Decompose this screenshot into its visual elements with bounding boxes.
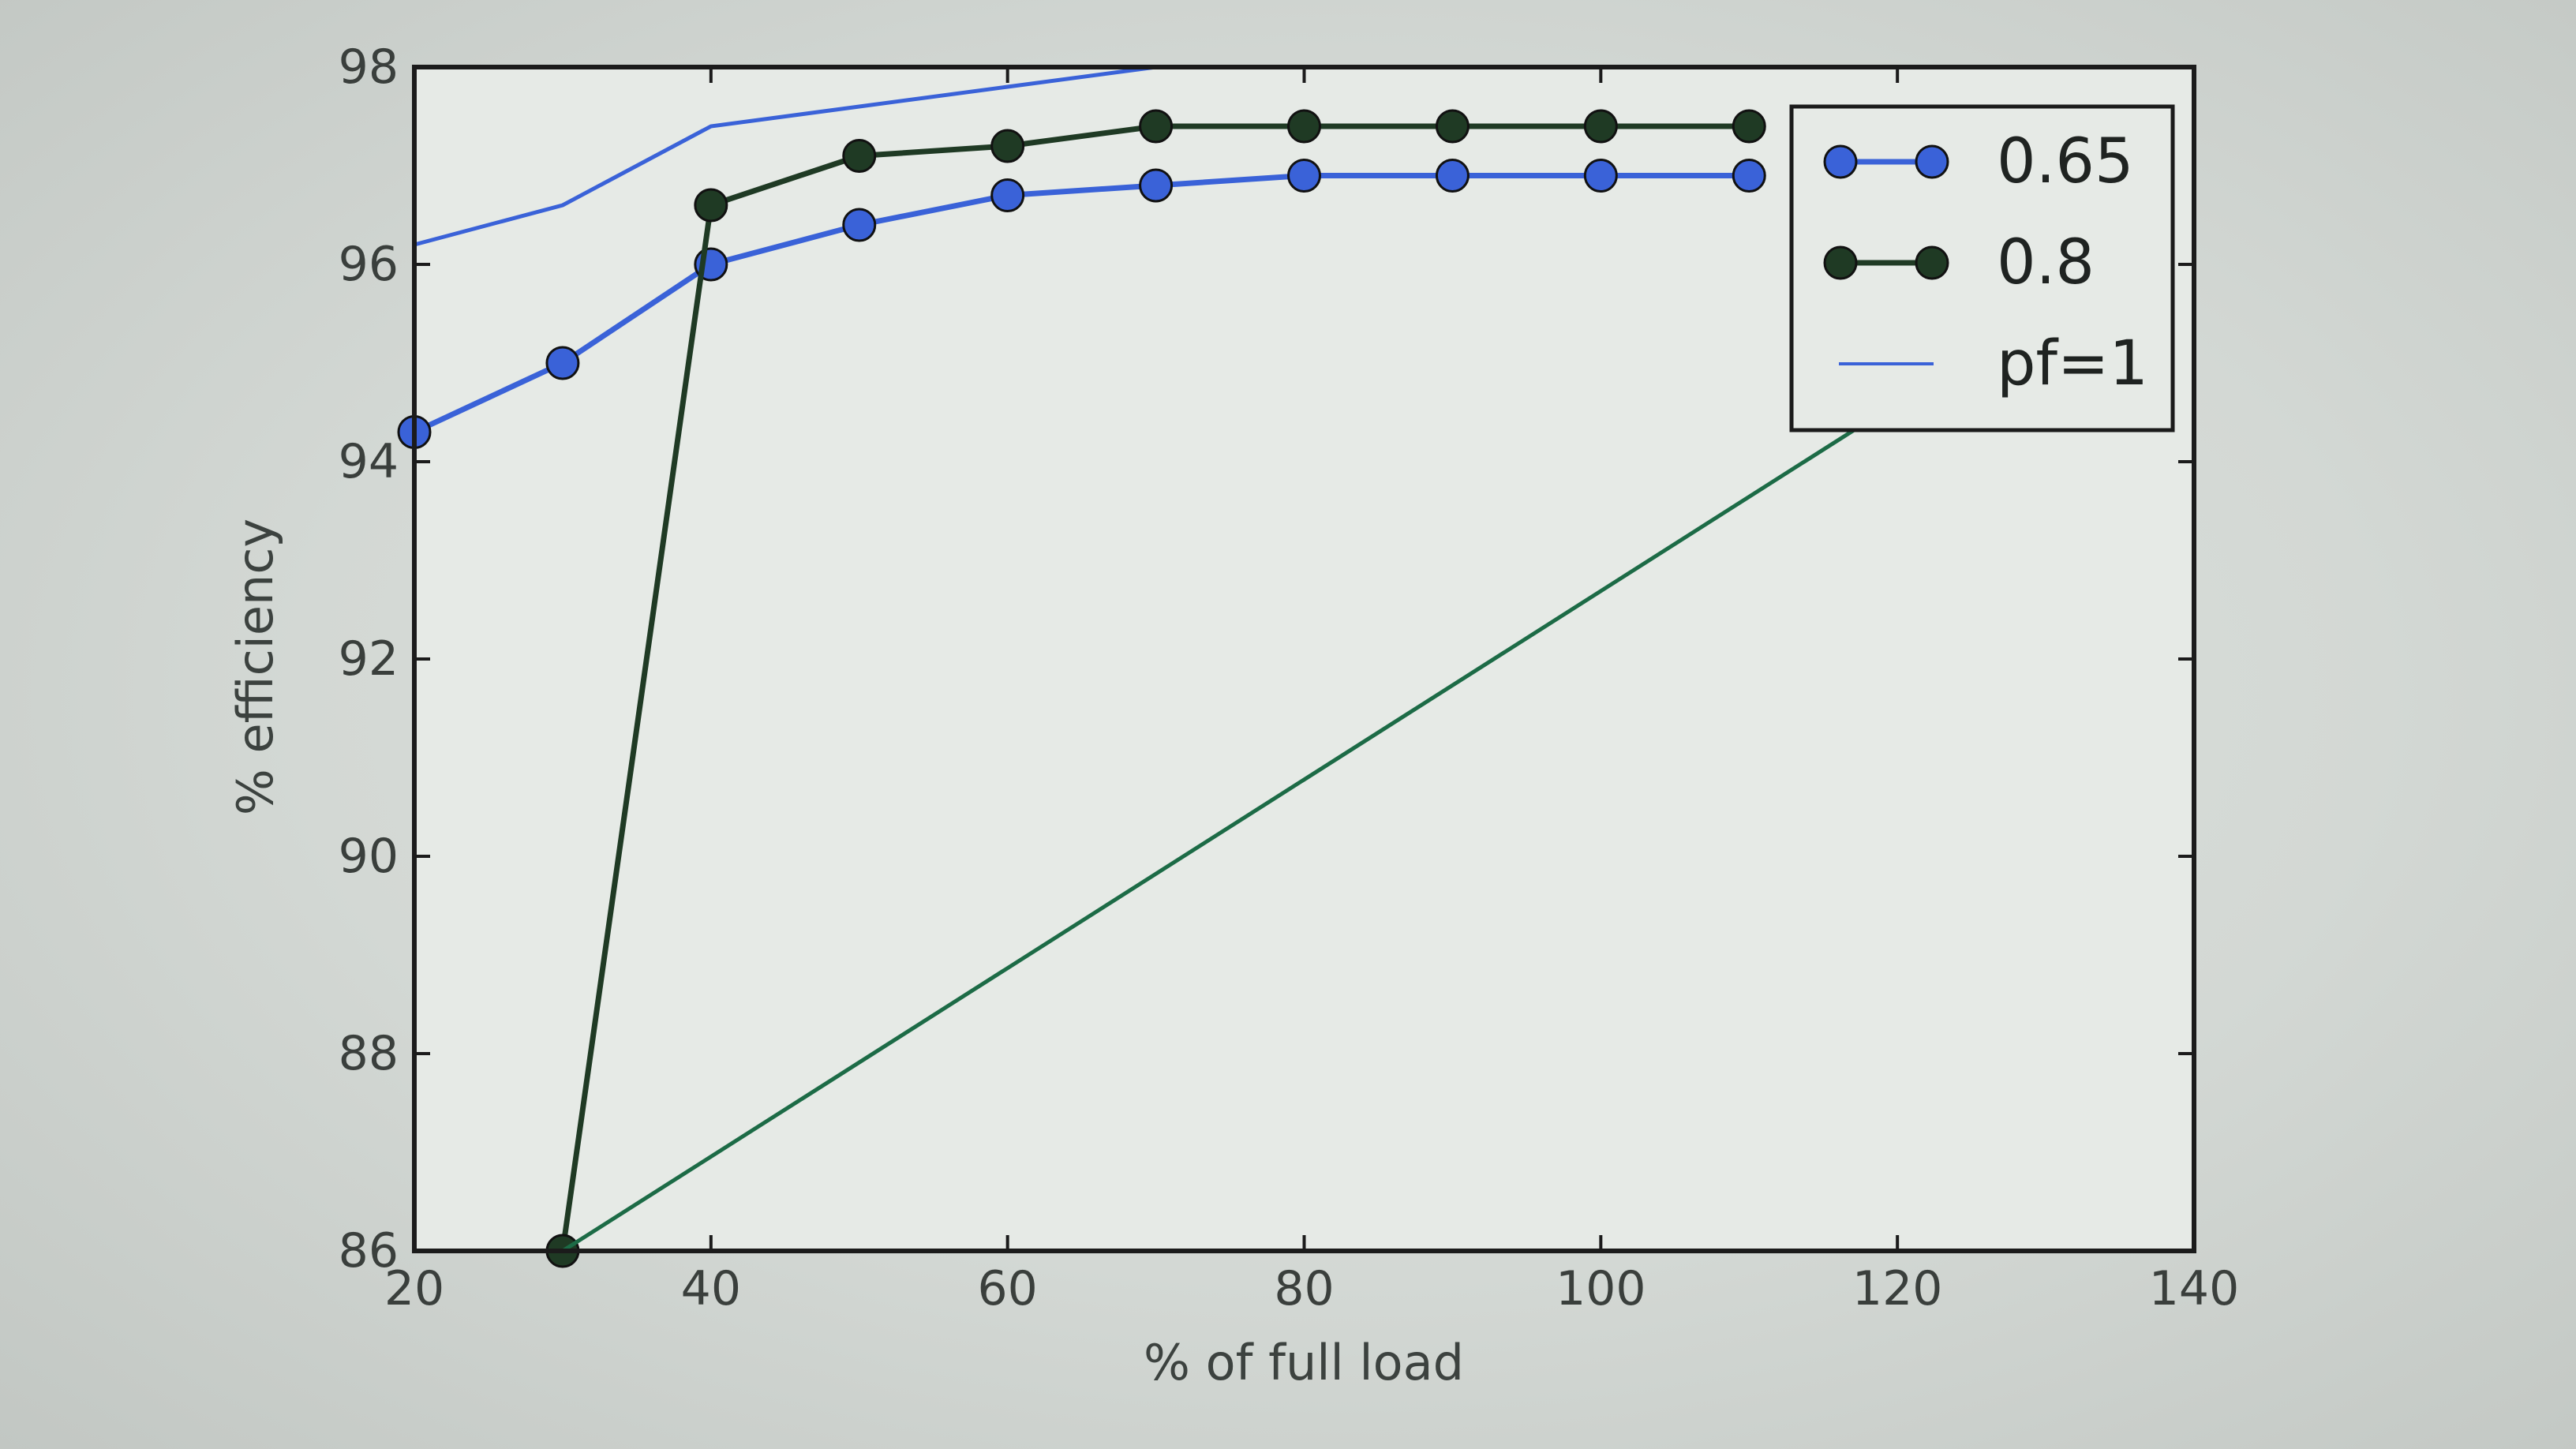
data-point (1139, 109, 1174, 144)
data-point (1287, 159, 1321, 193)
legend: 0.65 0.8 pf=1 (1789, 104, 2175, 432)
data-point (1435, 109, 1470, 144)
legend-label: pf=1 (1997, 328, 2148, 399)
y-tick-label: 88 (339, 1026, 399, 1081)
x-tick-label: 60 (977, 1261, 1037, 1316)
y-axis-label: % efficiency (227, 519, 284, 815)
x-axis-label: % of full load (1144, 1334, 1464, 1391)
data-point (694, 188, 728, 223)
legend-marker (1823, 245, 1858, 280)
y-tick-label: 96 (339, 237, 399, 292)
x-tick-label: 40 (681, 1261, 741, 1316)
legend-label: 0.8 (1997, 227, 2095, 298)
data-point (1287, 109, 1321, 144)
y-tick-label: 86 (339, 1223, 399, 1279)
data-point (842, 139, 877, 173)
data-point (990, 129, 1025, 163)
y-tick-label: 94 (339, 434, 399, 489)
x-tick-label: 100 (1556, 1261, 1646, 1316)
legend-marker (1823, 144, 1858, 179)
data-point (1435, 159, 1470, 193)
series-line-1 (413, 173, 1750, 435)
data-point (545, 346, 580, 380)
x-tick-label: 20 (384, 1261, 444, 1316)
legend-label: 0.65 (1997, 126, 2134, 197)
y-tick-label: 90 (339, 829, 399, 884)
data-point (1583, 109, 1618, 144)
y-tick-label: 98 (339, 39, 399, 95)
x-tick-label: 120 (1852, 1261, 1943, 1316)
data-point (1732, 109, 1766, 144)
data-point (1732, 159, 1766, 193)
x-tick-label: 140 (2149, 1261, 2240, 1316)
data-point (842, 208, 877, 242)
data-point (990, 178, 1025, 212)
series-line-3 (414, 65, 1156, 247)
y-tick-label: 92 (339, 631, 399, 687)
legend-marker (1915, 245, 1949, 280)
x-tick-label: 80 (1274, 1261, 1334, 1316)
data-point (1583, 159, 1618, 193)
legend-marker (1915, 144, 1949, 179)
series-line-4 (561, 400, 1899, 1253)
data-point (1139, 168, 1174, 203)
